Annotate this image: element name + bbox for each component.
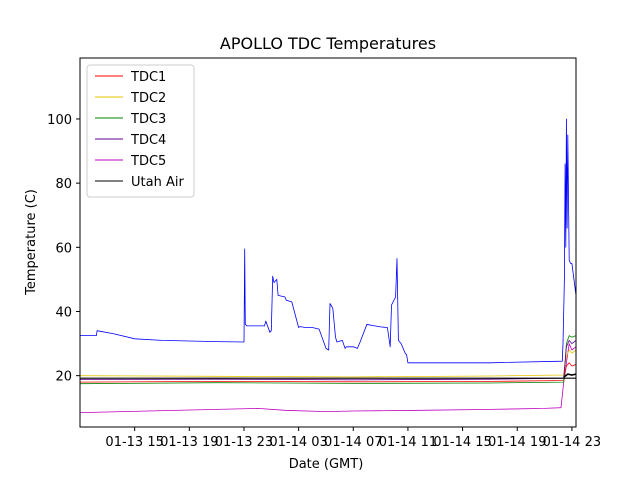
x-tick-label: 01-14 23 — [543, 435, 601, 450]
x-tick-label: 01-13 19 — [160, 435, 218, 450]
series-line-tdc3 — [80, 335, 576, 385]
x-tick-label: 01-14 11 — [379, 435, 437, 450]
x-tick-label: 01-14 19 — [488, 435, 546, 450]
x-tick-label: 01-13 23 — [215, 435, 273, 450]
y-axis: 20 40 60 80 100 — [47, 113, 80, 385]
x-tick-label: 01-14 15 — [433, 435, 491, 450]
axes-frame — [79, 57, 577, 428]
y-tick-label: 80 — [55, 177, 72, 192]
x-tick-label: 01-14 03 — [269, 435, 327, 450]
series-line-utah-air-tail — [563, 373, 576, 378]
plot-area — [80, 118, 576, 413]
chart-title: APOLLO TDC Temperatures — [220, 34, 436, 53]
x-axis-label: Date (GMT) — [289, 457, 364, 472]
y-tick-label: 60 — [55, 241, 72, 256]
legend-label-tdc4: TDC4 — [130, 133, 166, 148]
legend-box — [86, 64, 195, 198]
legend-label-utah-air: Utah Air — [131, 175, 184, 190]
y-tick-label: 100 — [47, 113, 72, 128]
x-tick-label: 01-13 15 — [105, 435, 163, 450]
legend: TDC1 TDC2 TDC3 TDC4 TDC5 Utah Air — [86, 64, 195, 198]
legend-label-tdc2: TDC2 — [130, 91, 166, 106]
y-axis-label: Temperature (C) — [24, 189, 39, 296]
legend-label-tdc3: TDC3 — [130, 112, 166, 127]
legend-label-tdc5: TDC5 — [130, 154, 166, 169]
legend-label-tdc1: TDC1 — [130, 70, 166, 85]
x-tick-label: 01-14 07 — [324, 435, 382, 450]
series-line-apollo — [80, 118, 576, 364]
y-tick-label: 20 — [55, 370, 72, 385]
y-tick-label: 40 — [55, 305, 72, 320]
